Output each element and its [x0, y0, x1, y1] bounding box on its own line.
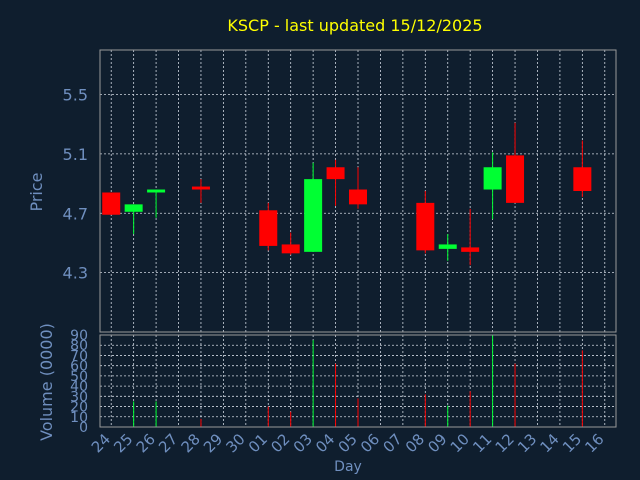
- candle-body-04: [326, 167, 345, 180]
- volume-tick-label: 30: [70, 389, 88, 405]
- candle-body-28: [191, 186, 210, 190]
- price-tick-label: 4.7: [63, 204, 88, 223]
- candle-body-03: [304, 179, 323, 252]
- volume-axis-label: Volume (0000): [37, 323, 56, 441]
- x-axis-label: Day: [334, 459, 362, 475]
- volume-panel-frame: [99, 334, 617, 428]
- candle-body-12: [506, 155, 525, 203]
- volume-tick-label: 40: [70, 379, 88, 395]
- volume-tick-label: 20: [70, 400, 88, 416]
- candle-body-24: [102, 192, 121, 215]
- candle-body-08: [416, 202, 435, 251]
- candle-body-02: [281, 244, 300, 254]
- price-panel-frame: [99, 49, 617, 333]
- candle-body-11: [483, 167, 502, 190]
- chart-title: KSCP - last updated 15/12/2025: [227, 16, 482, 35]
- candle-body-09: [438, 244, 457, 249]
- volume-tick-label: 60: [70, 359, 88, 375]
- volume-tick-label: 0: [79, 420, 88, 436]
- volume-tick-label: 70: [70, 348, 88, 364]
- x-tick-label: 16: [581, 430, 607, 456]
- volume-tick-label: 80: [70, 338, 88, 354]
- volume-tick-label: 10: [70, 410, 88, 426]
- candle-body-25: [124, 204, 143, 212]
- price-tick-label: 4.3: [63, 264, 88, 283]
- candle-body-15: [573, 167, 592, 191]
- chart-marks: [102, 122, 592, 427]
- volume-tick-label: 90: [70, 328, 88, 344]
- grid-lines: [100, 50, 616, 428]
- candle-body-26: [147, 189, 166, 193]
- price-axis-label: Price: [27, 172, 46, 211]
- candle-body-05: [349, 189, 367, 205]
- price-tick-label: 5.5: [63, 86, 88, 105]
- price-tick-label: 5.1: [63, 145, 88, 164]
- candle-body-10: [461, 247, 480, 252]
- candle-body-01: [259, 210, 278, 246]
- volume-tick-label: 50: [70, 369, 88, 385]
- chart-axes: [99, 49, 617, 428]
